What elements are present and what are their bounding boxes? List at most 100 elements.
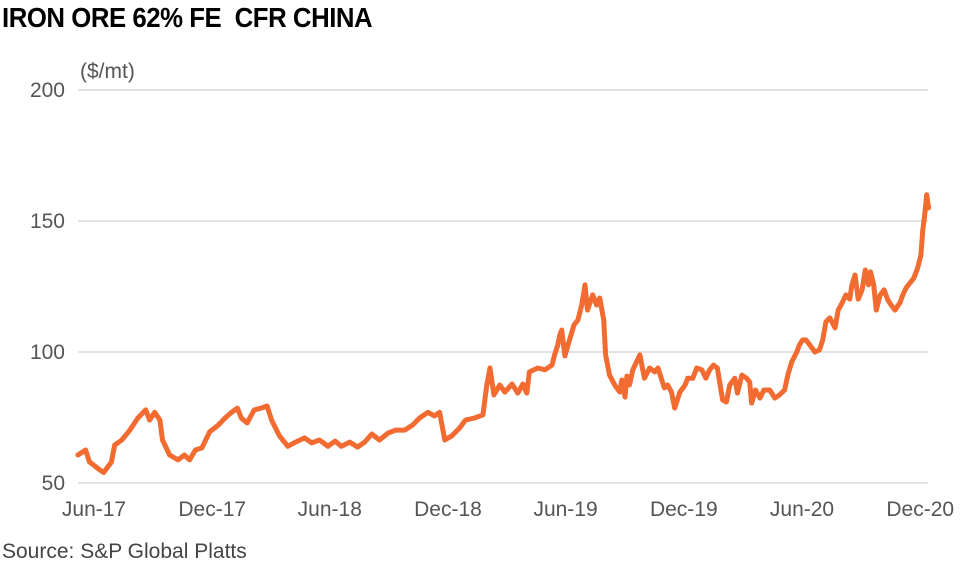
data-point: [925, 193, 929, 197]
data-point: [683, 383, 687, 387]
data-point: [724, 400, 728, 404]
data-point: [666, 383, 670, 387]
data-point: [889, 303, 893, 307]
data-point: [176, 458, 180, 462]
x-tick-label: Dec-18: [414, 498, 482, 521]
data-point: [527, 370, 531, 374]
data-point: [339, 444, 343, 448]
data-point: [856, 297, 860, 301]
data-point: [560, 328, 564, 332]
data-point: [148, 418, 152, 422]
data-point: [265, 404, 269, 408]
data-point: [521, 382, 525, 386]
data-point: [786, 373, 790, 377]
data-point: [745, 376, 748, 380]
data-point: [193, 448, 197, 452]
data-point: [418, 416, 422, 420]
data-point: [553, 353, 557, 357]
data-point: [625, 374, 629, 378]
data-point: [721, 398, 725, 402]
data-point: [908, 281, 912, 285]
data-point: [583, 283, 587, 287]
data-point: [758, 396, 762, 400]
data-point: [543, 368, 547, 372]
data-point: [777, 393, 781, 397]
data-point: [653, 370, 657, 374]
data-point: [678, 390, 682, 394]
data-point: [286, 444, 290, 448]
data-point: [492, 393, 496, 397]
data-point: [458, 426, 462, 430]
data-point: [783, 388, 787, 392]
data-point: [144, 408, 148, 412]
data-point: [310, 441, 314, 445]
data-point: [326, 444, 330, 448]
price-series-line: [75, 192, 932, 475]
data-point: [613, 383, 617, 387]
y-axis-ticks: 50 100 150 200: [30, 79, 65, 495]
data-point: [113, 443, 117, 447]
data-point: [595, 303, 599, 307]
data-point: [259, 406, 263, 410]
data-point: [821, 338, 825, 342]
gridlines: [78, 89, 928, 484]
data-point: [294, 440, 298, 444]
data-point: [576, 318, 580, 322]
data-point: [844, 293, 848, 297]
data-point: [120, 438, 124, 442]
data-point: [662, 386, 666, 390]
data-point: [318, 438, 321, 442]
data-point: [572, 323, 576, 327]
data-point: [797, 343, 801, 347]
data-point: [853, 273, 857, 277]
source-note: Source: S&P Global Platts: [2, 540, 247, 563]
data-point: [860, 288, 864, 292]
data-point: [556, 343, 560, 347]
data-point: [136, 416, 140, 420]
data-point: [618, 390, 622, 394]
data-point: [481, 413, 485, 417]
data-point: [813, 350, 817, 354]
data-point: [748, 380, 752, 384]
data-point: [808, 343, 812, 347]
data-point: [536, 366, 540, 370]
data-point: [804, 338, 808, 342]
x-tick-label: Dec-17: [178, 498, 246, 521]
data-point: [850, 283, 854, 287]
data-point: [488, 366, 492, 370]
data-point: [712, 363, 715, 367]
data-point: [158, 418, 162, 422]
data-point: [303, 436, 307, 440]
x-tick-label: Dec-19: [650, 498, 718, 521]
data-point: [411, 423, 414, 427]
data-point: [623, 395, 627, 399]
data-point: [923, 213, 927, 217]
data-point: [586, 308, 589, 312]
data-point: [432, 414, 436, 418]
data-point: [874, 308, 878, 312]
data-point: [762, 388, 766, 392]
data-point: [510, 382, 514, 386]
data-point: [628, 383, 631, 387]
data-point: [833, 326, 837, 330]
data-point: [426, 410, 430, 414]
data-point: [717, 378, 721, 382]
data-point: [927, 206, 931, 210]
data-point: [750, 401, 754, 405]
data-point: [648, 366, 652, 370]
data-point: [188, 458, 192, 462]
data-point: [919, 253, 923, 257]
data-point: [102, 471, 106, 474]
data-point: [550, 363, 554, 367]
data-point: [216, 423, 220, 427]
data-point: [735, 391, 739, 395]
data-point: [638, 353, 642, 357]
data-point: [768, 388, 772, 392]
data-point: [790, 360, 794, 364]
x-tick-label: Jun-20: [770, 498, 834, 521]
y-axis-unit: ($/mt): [80, 60, 135, 83]
data-point: [370, 432, 374, 436]
data-point: [673, 406, 677, 410]
data-point: [836, 308, 840, 312]
x-tick-label: Jun-19: [533, 498, 597, 521]
